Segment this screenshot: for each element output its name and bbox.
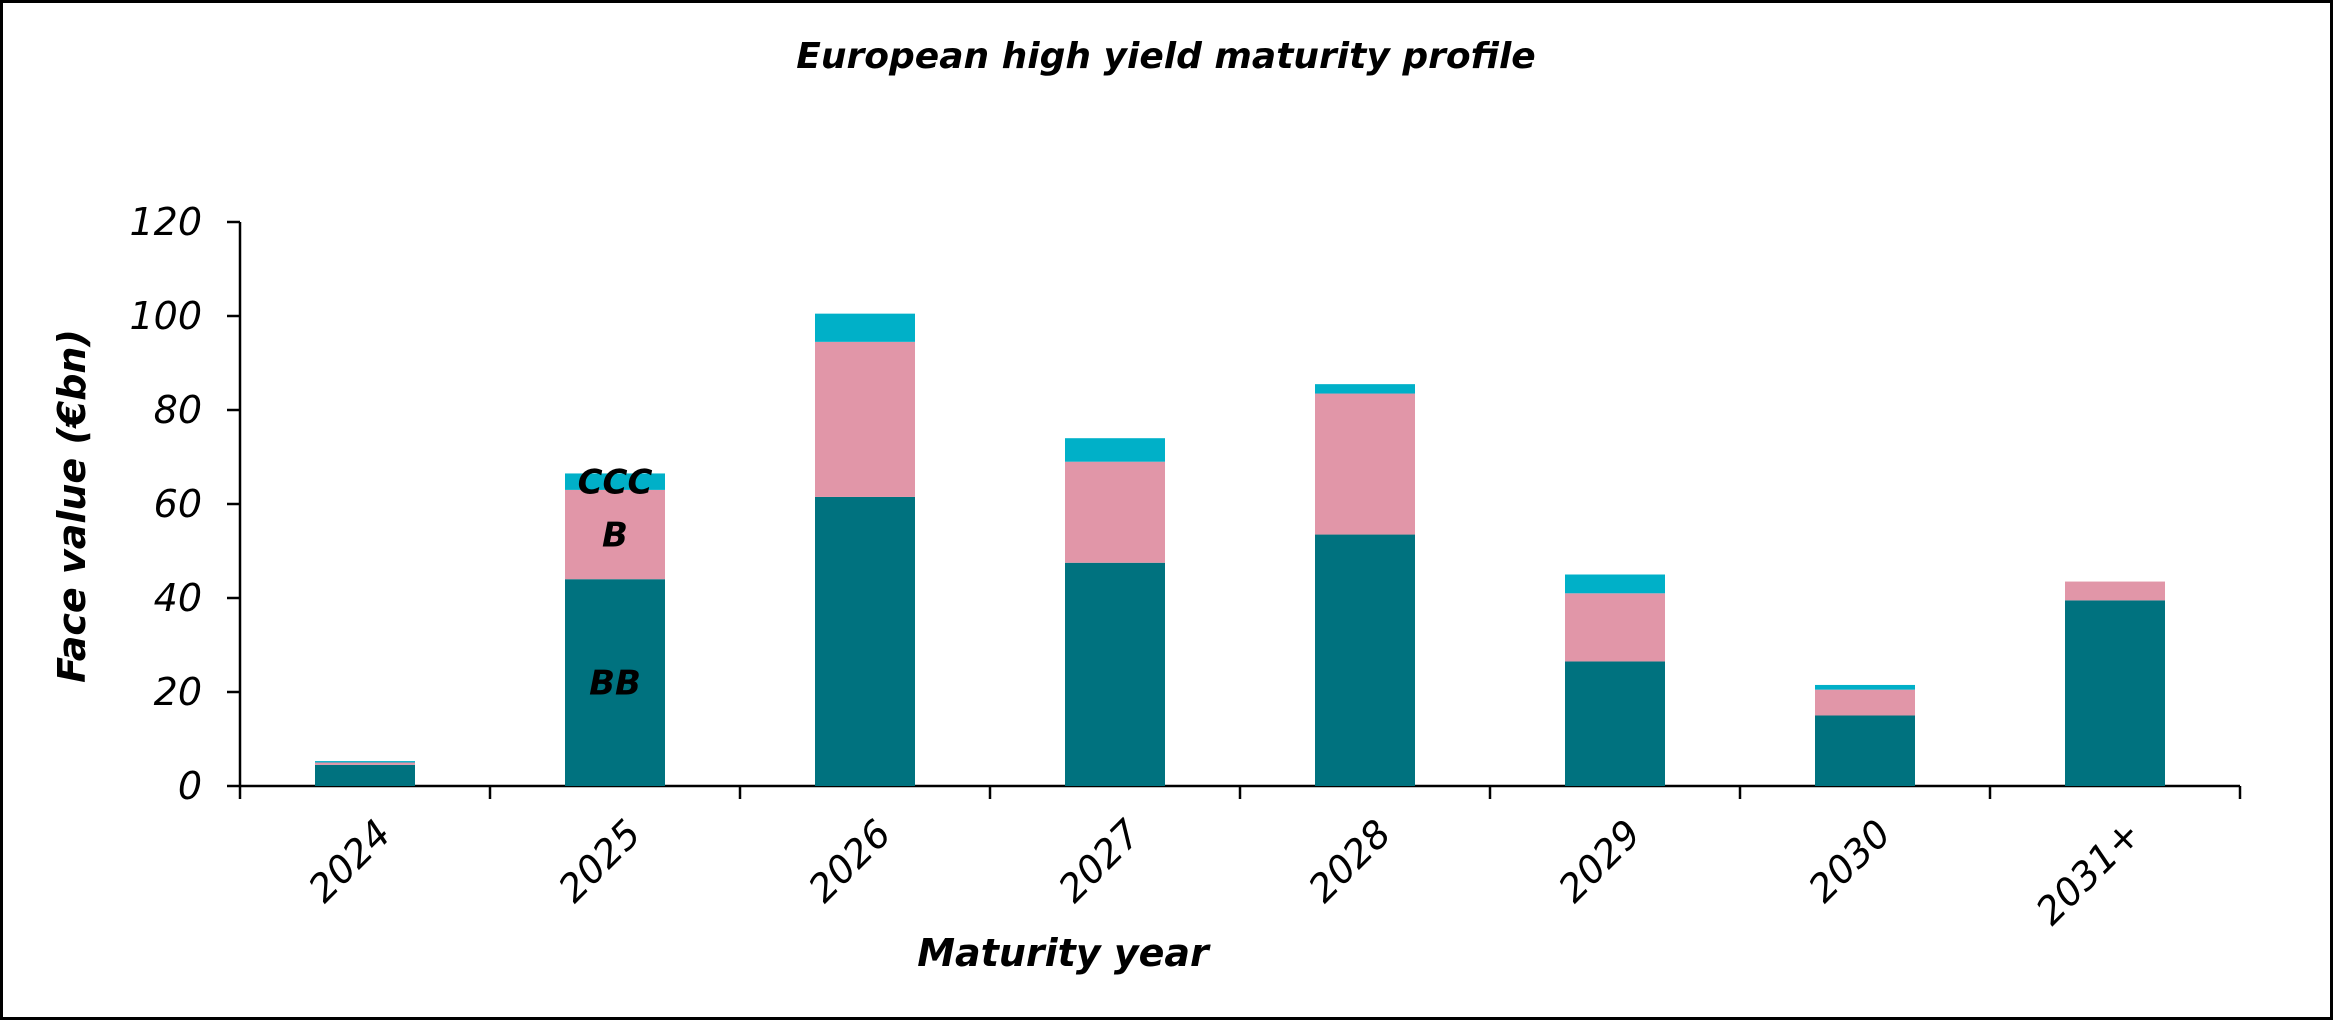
x-axis: 2024 2025 2026 2027 2028 2029 2030 2031+ [238, 784, 2242, 933]
bar-b-2025 [565, 489, 665, 580]
y-tick-label: 120 [129, 200, 202, 244]
y-tick-label: 100 [129, 294, 202, 338]
x-tick-label: 2030 [1800, 811, 1900, 911]
bar-bb-2025 [565, 579, 665, 786]
bar-bb-2024 [315, 764, 415, 786]
bar-bb-2027 [1065, 562, 1165, 786]
y-tick-label: 0 [178, 764, 202, 808]
y-tick-label: 40 [154, 576, 202, 620]
x-tick-label: 2025 [550, 811, 650, 911]
x-tick-label: 2024 [300, 811, 400, 911]
bar-ccc-2027 [1065, 438, 1165, 462]
series-label-ccc: CCC [578, 463, 653, 503]
bar-b-2028 [1315, 393, 1415, 535]
bar-ccc-2024 [315, 761, 415, 763]
bar-b-2024 [315, 762, 415, 765]
bar-ccc-2026 [815, 313, 915, 342]
series-label-b: B [602, 516, 628, 556]
x-axis-title: Maturity year [917, 931, 1211, 975]
y-tick-label: 20 [154, 670, 202, 714]
bar-ccc-2029 [1565, 574, 1665, 594]
bar-b-2029 [1565, 593, 1665, 662]
y-axis: 0 20 40 60 80 100 120 [129, 200, 242, 808]
bar-bb-2030 [1815, 715, 1915, 786]
x-tick-label: 2026 [800, 811, 900, 911]
bar-b-2026 [815, 341, 915, 497]
bar-bb-2026 [815, 496, 915, 786]
bar-b-2030 [1815, 689, 1915, 716]
bar-bb-2028 [1315, 534, 1415, 786]
y-tick-label: 60 [154, 482, 202, 526]
series-label-bb: BB [589, 664, 641, 704]
maturity-profile-chart: European high yield maturity profile 0 20… [50, 36, 2242, 975]
x-tick-label: 2031+ [2027, 811, 2149, 933]
chart-title: European high yield maturity profile [796, 36, 1535, 77]
bar-bb-2029 [1565, 661, 1665, 786]
bar-b-2027 [1065, 461, 1165, 563]
bar-b-2031plus [2065, 581, 2165, 601]
x-tick-label: 2029 [1550, 811, 1650, 911]
bars [315, 313, 2165, 786]
x-tick-label: 2027 [1050, 811, 1150, 911]
y-axis-title: Face value (€bn) [50, 329, 94, 683]
bar-ccc-2025 [565, 473, 665, 490]
bar-ccc-2028 [1315, 384, 1415, 394]
bar-ccc-2030 [1815, 684, 1915, 690]
y-tick-label: 80 [154, 388, 202, 432]
x-tick-label: 2028 [1300, 811, 1400, 911]
bar-bb-2031plus [2065, 600, 2165, 786]
